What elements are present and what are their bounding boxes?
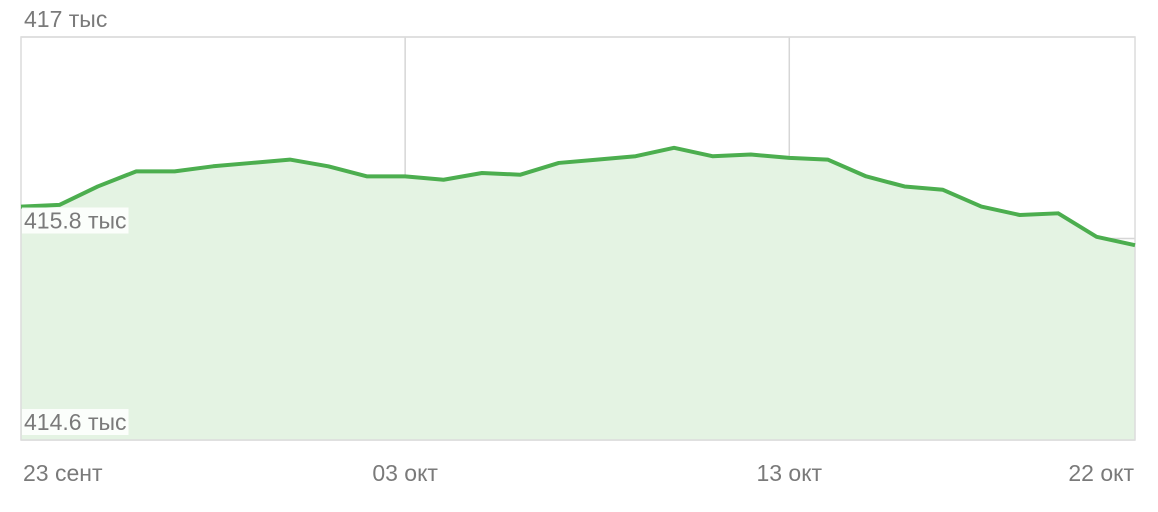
line bbox=[20, 145, 1136, 248]
x-tick-label: 23 сент bbox=[23, 460, 103, 486]
plot-frame bbox=[20, 36, 1136, 441]
x-tick-label: 03 окт bbox=[372, 460, 438, 486]
y-tick-label-bg bbox=[22, 207, 129, 234]
y-tick-label-bg bbox=[22, 409, 129, 435]
x-tick-label: 13 окт bbox=[756, 460, 822, 486]
y-tick-label: 414.6 тыс bbox=[24, 409, 127, 435]
y-tick-label-bg bbox=[22, 6, 110, 32]
y-tick-label: 415.8 тыс bbox=[24, 208, 127, 234]
y-tick-label: 417 тыс bbox=[24, 6, 107, 32]
x-tick-label: 22 окт bbox=[1068, 460, 1134, 486]
plot-background bbox=[21, 36, 1135, 441]
area bbox=[21, 147, 1135, 440]
